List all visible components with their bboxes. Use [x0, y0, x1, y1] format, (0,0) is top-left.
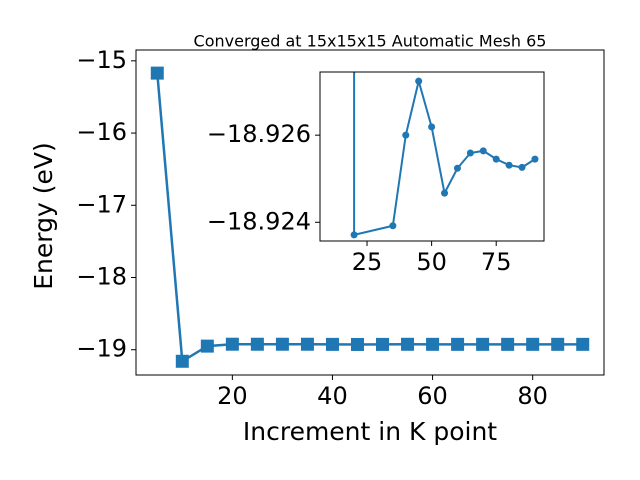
marker: [401, 337, 415, 351]
y-axis-label: Energy (eV): [29, 142, 58, 289]
marker: [501, 337, 515, 351]
marker: [300, 337, 314, 351]
marker: [453, 164, 461, 172]
marker: [250, 337, 264, 351]
marker: [428, 123, 436, 131]
x-tick-label: 20: [217, 382, 248, 410]
marker: [526, 337, 540, 351]
plot-area: [320, 72, 544, 241]
marker: [350, 231, 358, 239]
marker: [531, 155, 539, 163]
x-tick-label: 80: [517, 382, 548, 410]
marker: [150, 66, 164, 80]
axes-frame: [319, 71, 545, 242]
y-tick-label: −19: [76, 335, 127, 363]
marker: [518, 163, 526, 171]
marker: [451, 337, 465, 351]
marker: [275, 337, 289, 351]
x-tick-label: 40: [317, 382, 348, 410]
marker: [492, 155, 500, 163]
x-tick-label: 75: [481, 248, 512, 276]
series: [350, 72, 539, 239]
marker: [200, 339, 214, 353]
series: [150, 66, 590, 368]
marker: [466, 149, 474, 157]
marker: [576, 337, 590, 351]
marker: [479, 147, 487, 155]
x-axis-label: Increment in K point: [243, 417, 497, 446]
y-tick-label: −18.926: [207, 120, 311, 148]
marker: [415, 77, 423, 85]
marker: [441, 189, 449, 197]
marker: [350, 337, 364, 351]
marker: [325, 337, 339, 351]
y-tick-label: −18.924: [207, 207, 311, 235]
x-tick-label: 60: [417, 382, 448, 410]
marker: [551, 337, 565, 351]
axes-frame: [135, 49, 605, 376]
marker: [175, 354, 189, 368]
x-tick-label: 25: [352, 248, 383, 276]
y-tick-label: −18: [76, 263, 127, 291]
marker: [402, 131, 410, 139]
chart-title: Converged at 15x15x15 Automatic Mesh 65: [194, 32, 547, 51]
y-tick-label: −16: [76, 118, 127, 146]
marker: [376, 337, 390, 351]
marker: [389, 222, 397, 230]
y-tick-label: −17: [76, 190, 127, 218]
x-tick-label: 50: [416, 248, 447, 276]
y-tick-label: −15: [76, 46, 127, 74]
marker: [225, 337, 239, 351]
marker: [426, 337, 440, 351]
marker: [476, 337, 490, 351]
marker: [505, 161, 513, 169]
